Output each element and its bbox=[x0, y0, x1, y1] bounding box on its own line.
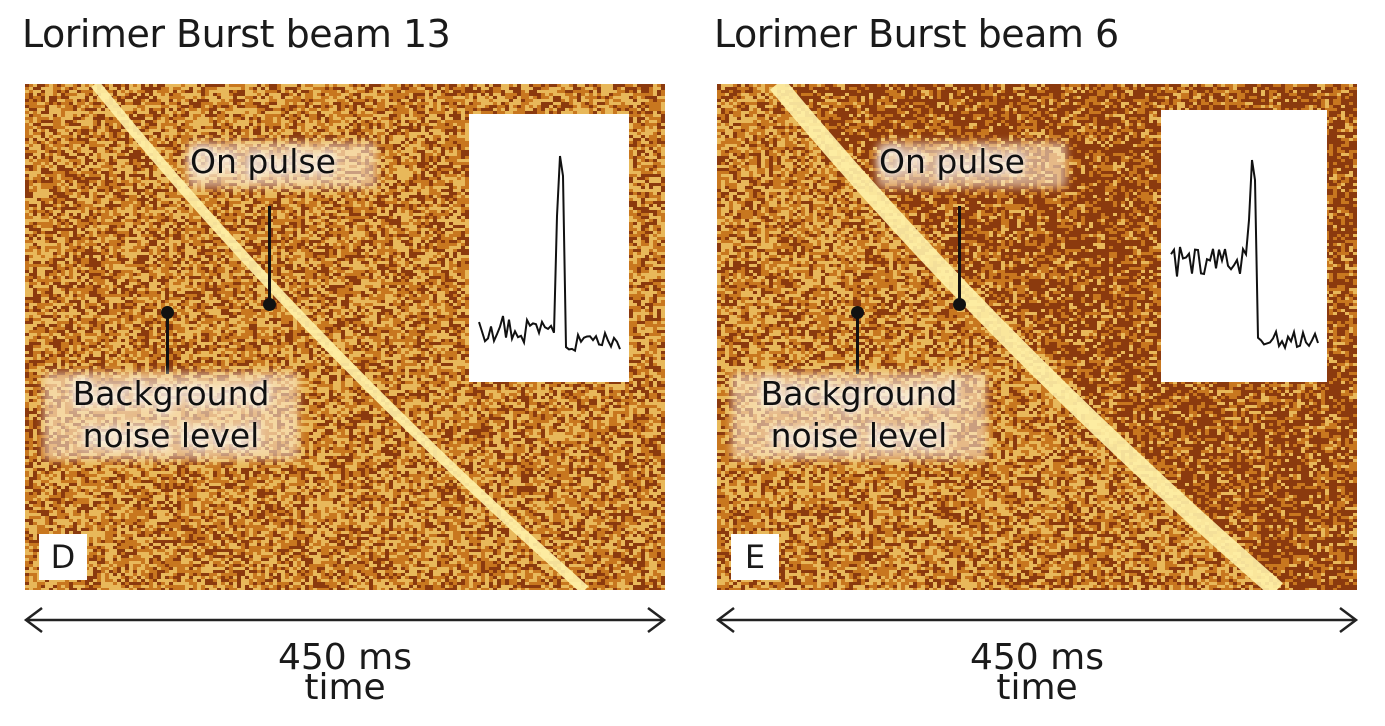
on-pulse-label: On pulse bbox=[879, 142, 1025, 182]
on-pulse-callout-line bbox=[268, 206, 271, 302]
panel-d: Lorimer Burst beam 13 On pulse Backgroun… bbox=[20, 0, 670, 726]
background-label-line2: noise level bbox=[43, 416, 299, 456]
panel-letter: D bbox=[39, 534, 87, 580]
panel-letter: E bbox=[731, 534, 779, 580]
panel-e: Lorimer Burst beam 6 On pulse Background… bbox=[712, 0, 1362, 726]
pulse-profile-plot bbox=[469, 114, 629, 382]
time-axis-label: time bbox=[20, 670, 670, 706]
background-label-line1: Background bbox=[43, 374, 299, 414]
background-callout-line bbox=[856, 314, 859, 374]
panel-title: Lorimer Burst beam 6 bbox=[714, 12, 1119, 56]
time-axis-label: time bbox=[712, 670, 1362, 706]
dynamic-spectrum: On pulse Background noise level E bbox=[717, 84, 1357, 590]
on-pulse-marker bbox=[953, 298, 966, 311]
background-label-line1: Background bbox=[731, 374, 987, 414]
pulse-profile-plot bbox=[1161, 110, 1327, 382]
time-axis-arrow bbox=[712, 600, 1362, 640]
panel-title: Lorimer Burst beam 13 bbox=[22, 12, 450, 56]
on-pulse-callout-line bbox=[958, 206, 961, 302]
time-axis-arrow bbox=[20, 600, 670, 640]
background-callout-line bbox=[166, 314, 169, 374]
background-label-line2: noise level bbox=[731, 416, 987, 456]
pulse-profile-inset bbox=[1161, 110, 1327, 382]
pulse-profile-inset bbox=[469, 114, 629, 382]
on-pulse-label: On pulse bbox=[190, 142, 336, 182]
on-pulse-marker bbox=[263, 298, 276, 311]
dynamic-spectrum: On pulse Background noise level D bbox=[25, 84, 665, 590]
